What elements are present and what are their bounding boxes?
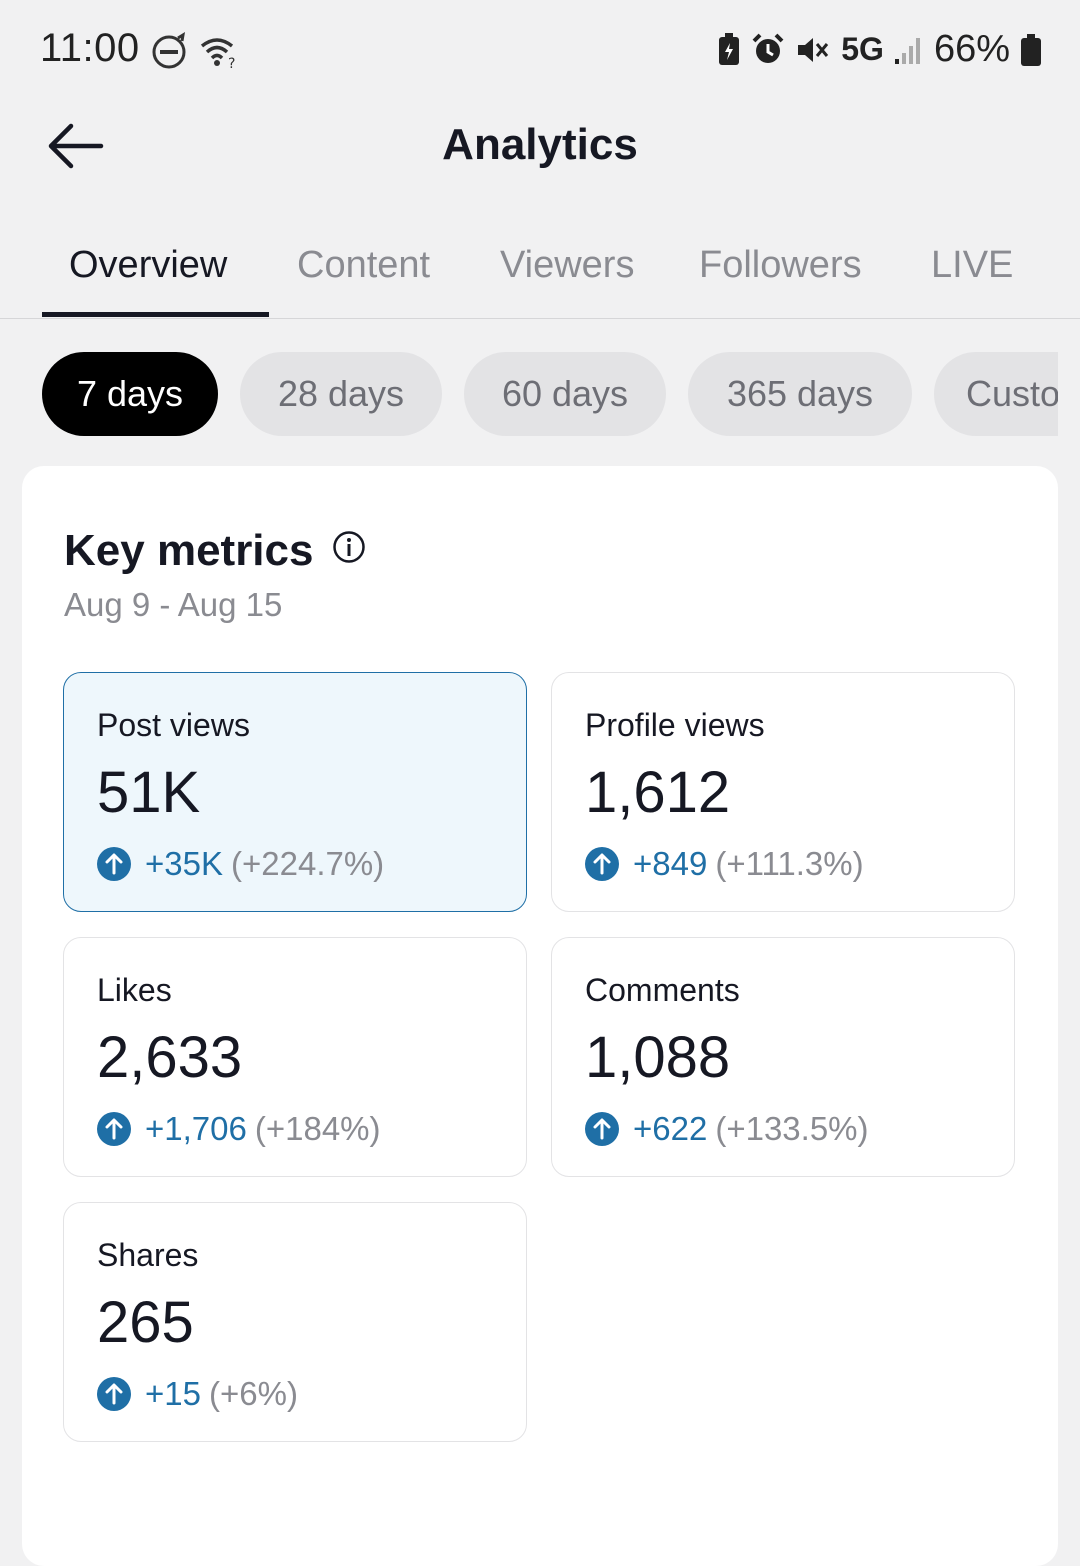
metric-label: Profile views	[585, 707, 765, 743]
metric-value: 1,088	[585, 1025, 731, 1090]
metric-change: +15 (+6%)	[97, 1375, 298, 1413]
metric-comments[interactable]: Comments 1,088 +622 (+133.5%)	[551, 937, 1015, 1177]
tab-live[interactable]: LIVE	[931, 244, 1014, 286]
tab-overview[interactable]: Overview	[69, 244, 228, 286]
svg-text:?: ?	[228, 56, 235, 70]
metric-change: +622 (+133.5%)	[585, 1110, 869, 1148]
metric-delta: +622	[633, 1110, 708, 1147]
mute-icon	[798, 37, 829, 62]
battery-percent: 66%	[933, 28, 1010, 70]
chip-28-days[interactable]: 28 days	[240, 352, 442, 436]
back-arrow-icon	[48, 123, 104, 169]
signal-icon	[894, 37, 920, 64]
metric-value: 51K	[97, 760, 201, 825]
metric-shares[interactable]: Shares 265 +15 (+6%)	[63, 1202, 527, 1442]
metric-change: +1,706 (+184%)	[97, 1110, 381, 1148]
back-button[interactable]	[40, 116, 110, 176]
metric-percent: (+224.7%)	[231, 845, 385, 882]
metric-post-views[interactable]: Post views 51K +35K (+224.7%)	[63, 672, 527, 912]
metric-percent: (+111.3%)	[715, 845, 864, 882]
car-app-icon	[152, 32, 186, 69]
metric-label: Shares	[97, 1237, 199, 1273]
wifi-icon: ?	[200, 38, 235, 70]
battery-saver-icon	[719, 32, 740, 65]
network-type: 5G	[841, 31, 884, 67]
alarm-icon	[752, 33, 784, 63]
metric-delta: +15	[145, 1375, 201, 1412]
tab-content[interactable]: Content	[297, 244, 431, 286]
tab-viewers[interactable]: Viewers	[500, 244, 635, 286]
tab-followers[interactable]: Followers	[699, 244, 862, 286]
active-tab-indicator	[42, 312, 269, 317]
metric-value: 265	[97, 1290, 194, 1355]
metric-percent: (+6%)	[208, 1375, 298, 1412]
metric-value: 1,612	[585, 760, 731, 825]
metric-label: Comments	[585, 972, 740, 1008]
metric-delta: +849	[633, 845, 708, 882]
arrow-up-icon	[97, 847, 131, 881]
arrow-up-icon	[97, 1377, 131, 1411]
arrow-up-icon	[97, 1112, 131, 1146]
metric-likes[interactable]: Likes 2,633 +1,706 (+184%)	[63, 937, 527, 1177]
metric-profile-views[interactable]: Profile views 1,612 +849 (+111.3%)	[551, 672, 1015, 912]
metric-label: Likes	[97, 972, 172, 1008]
battery-icon	[1021, 33, 1041, 66]
info-icon[interactable]	[332, 530, 366, 564]
chip-custom[interactable]: Custom	[934, 352, 1058, 436]
header: Analytics	[0, 100, 1080, 200]
chip-7-days[interactable]: 7 days	[42, 352, 218, 436]
arrow-up-icon	[585, 847, 619, 881]
metric-value: 2,633	[97, 1025, 243, 1090]
metric-label: Post views	[97, 707, 250, 743]
metric-delta: +1,706	[145, 1110, 247, 1147]
metric-percent: (+184%)	[254, 1110, 381, 1147]
metric-percent: (+133.5%)	[715, 1110, 869, 1147]
date-range-chips: 7 days 28 days 60 days 365 days Custom	[42, 352, 1058, 436]
status-bar: 11:00 ? 5G	[0, 0, 1080, 100]
status-left-icons: ?	[150, 32, 238, 70]
metric-change: +849 (+111.3%)	[585, 845, 864, 883]
tab-bar: Overview Content Viewers Followers LIVE	[0, 220, 1080, 319]
key-metrics-title: Key metrics	[64, 526, 314, 575]
chip-365-days[interactable]: 365 days	[688, 352, 912, 436]
key-metrics-card: Key metrics Aug 9 - Aug 15 Post views 51…	[22, 466, 1058, 1566]
date-range-text: Aug 9 - Aug 15	[64, 586, 283, 623]
status-time: 11:00	[40, 26, 140, 70]
page-title: Analytics	[442, 120, 638, 169]
status-right: 5G 66%	[717, 28, 1042, 71]
metric-delta: +35K	[145, 845, 223, 882]
arrow-up-icon	[585, 1112, 619, 1146]
metric-change: +35K (+224.7%)	[97, 845, 384, 883]
chip-60-days[interactable]: 60 days	[464, 352, 666, 436]
